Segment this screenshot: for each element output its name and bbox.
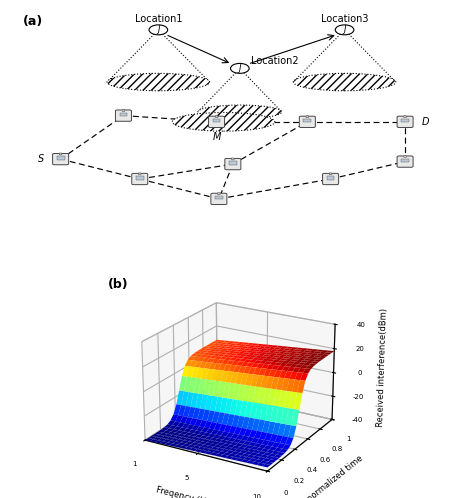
Text: D: D [421,117,429,127]
Bar [401,119,409,123]
FancyBboxPatch shape [225,158,241,170]
Circle shape [335,25,354,35]
FancyBboxPatch shape [329,173,332,175]
FancyBboxPatch shape [404,116,407,118]
Text: S: S [38,154,44,164]
FancyBboxPatch shape [299,116,315,127]
FancyBboxPatch shape [211,193,227,205]
Bar [213,119,220,123]
FancyBboxPatch shape [323,173,339,185]
FancyBboxPatch shape [209,116,225,127]
Bar [327,176,334,180]
Text: (a): (a) [23,15,44,28]
FancyBboxPatch shape [231,158,234,160]
FancyBboxPatch shape [218,193,220,195]
Ellipse shape [172,113,275,131]
FancyBboxPatch shape [215,116,218,118]
Circle shape [149,25,168,35]
FancyBboxPatch shape [115,110,132,121]
Bar [57,156,65,160]
Text: J: J [238,64,241,73]
FancyBboxPatch shape [132,173,148,185]
Bar [215,196,223,199]
FancyBboxPatch shape [404,155,407,157]
FancyBboxPatch shape [122,110,125,112]
Circle shape [230,63,249,73]
Text: Location1: Location1 [134,13,182,23]
FancyBboxPatch shape [306,116,309,118]
Text: Location2: Location2 [251,56,299,66]
FancyBboxPatch shape [138,173,141,175]
Bar [304,119,311,123]
FancyBboxPatch shape [397,116,413,127]
Ellipse shape [294,73,396,91]
Ellipse shape [107,73,209,91]
Bar [229,161,237,165]
Bar [401,158,409,162]
Y-axis label: normalized time: normalized time [305,453,364,498]
Ellipse shape [198,105,282,119]
FancyBboxPatch shape [59,153,62,155]
Bar [136,176,143,180]
Text: J: J [157,25,160,34]
Bar [120,113,127,116]
FancyBboxPatch shape [53,153,68,165]
Text: J: J [343,25,346,34]
Text: (b): (b) [108,278,128,291]
X-axis label: Freqency (Hz): Freqency (Hz) [155,486,213,498]
Text: M: M [212,132,221,142]
Text: Location3: Location3 [321,13,368,23]
FancyBboxPatch shape [397,156,413,167]
